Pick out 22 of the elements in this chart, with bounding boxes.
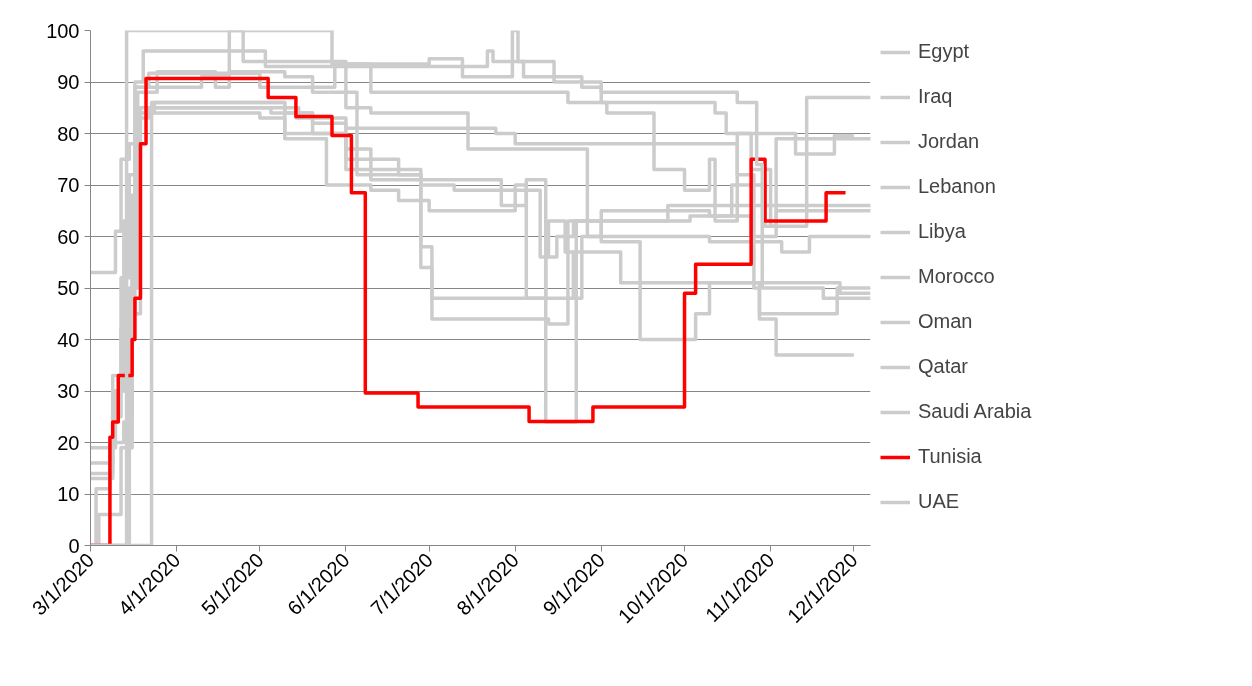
y-tick-label: 100	[46, 19, 80, 42]
y-tick-label: 70	[57, 174, 80, 196]
y-tick-label: 90	[57, 71, 80, 93]
y-tick-label: 50	[57, 277, 80, 299]
legend-label: Tunisia	[918, 445, 982, 468]
y-tick-label: 20	[57, 431, 80, 454]
y-tick-label: 40	[57, 328, 80, 351]
legend-label: UAE	[918, 490, 960, 513]
legend-label: Saudi Arabia	[918, 400, 1032, 423]
y-tick-label: 0	[68, 534, 80, 557]
legend-label: Jordan	[918, 130, 980, 153]
legend-label: Iraq	[918, 85, 953, 108]
y-tick-label: 30	[57, 380, 80, 402]
legend-label: Lebanon	[918, 175, 996, 198]
legend-label: Egypt	[918, 40, 970, 63]
legend-label: Qatar	[918, 355, 969, 378]
y-tick-label: 10	[57, 483, 80, 505]
legend-label: Libya	[918, 220, 966, 243]
y-tick-label: 60	[57, 225, 80, 248]
y-tick-label: 80	[57, 122, 80, 145]
legend-label: Morocco	[918, 265, 995, 288]
legend-label: Oman	[918, 310, 973, 333]
